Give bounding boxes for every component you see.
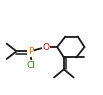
Text: P: P bbox=[28, 47, 33, 56]
Text: Cl: Cl bbox=[27, 61, 36, 70]
Text: O: O bbox=[42, 43, 49, 51]
